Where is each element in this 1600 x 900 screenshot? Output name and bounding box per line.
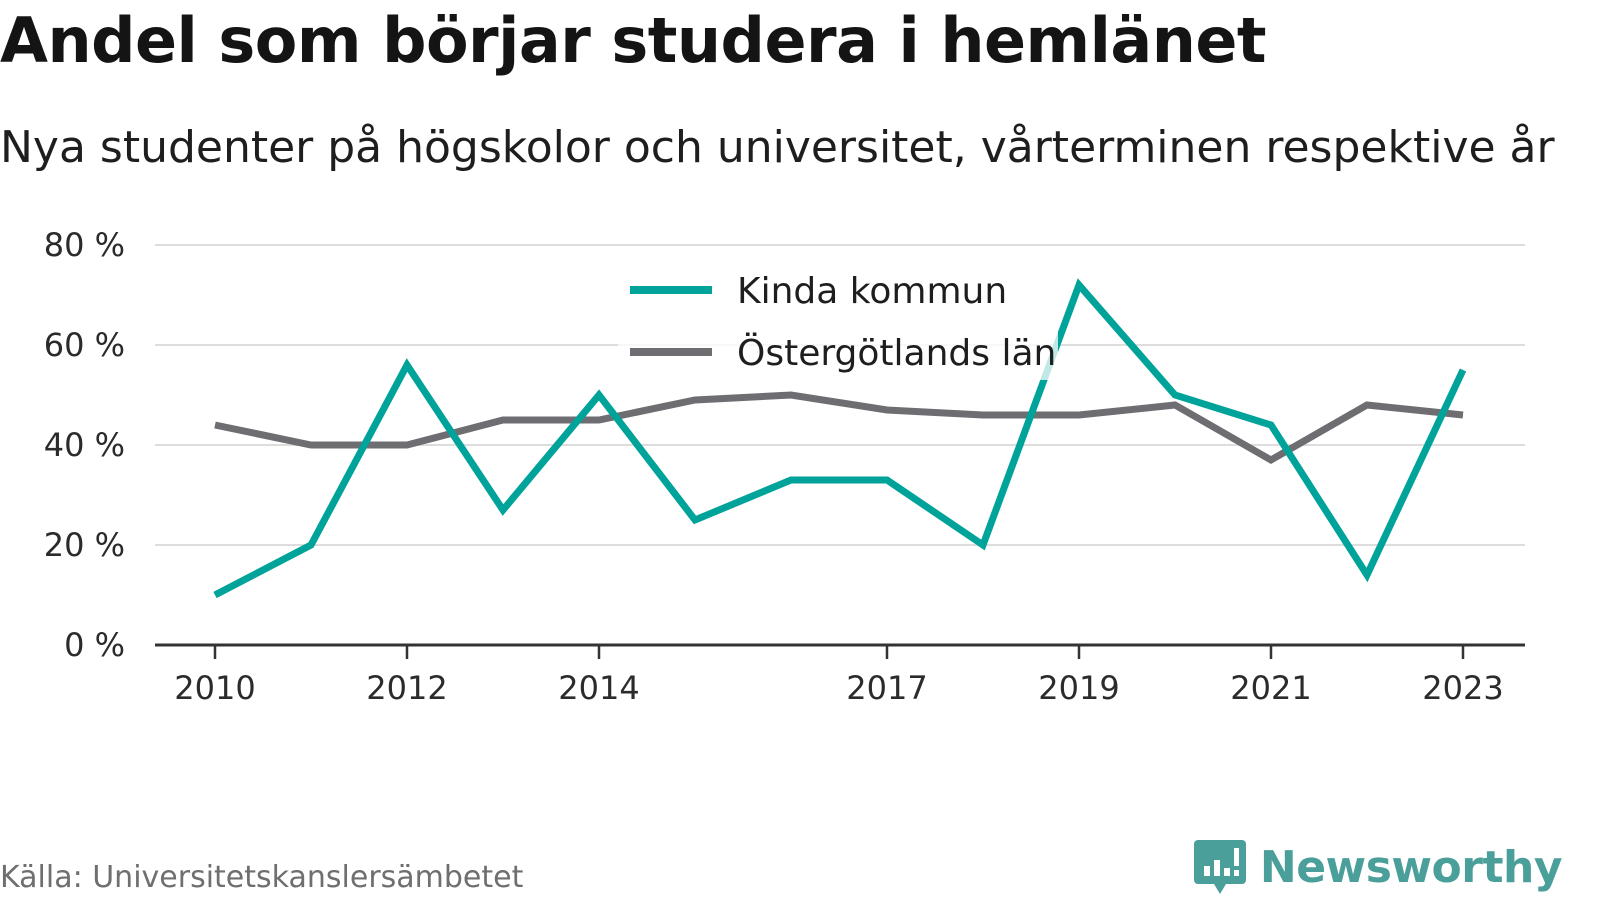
y-axis-ticks: 0 % 20 % 40 % 60 % 80 % (44, 226, 125, 664)
y-tick-label: 80 % (44, 226, 125, 264)
x-tick-label: 2017 (846, 669, 927, 707)
x-tick-label: 2010 (174, 669, 255, 707)
chart-subtitle: Nya studenter på högskolor och universit… (0, 122, 1555, 173)
y-tick-label: 20 % (44, 526, 125, 564)
legend-label: Östergötlands län (737, 332, 1056, 374)
legend: Kinda kommun Östergötlands län (618, 262, 1058, 380)
y-tick-label: 40 % (44, 426, 125, 464)
chart-title: Andel som börjar studera i hemlänet (0, 4, 1267, 77)
legend-background (618, 262, 1058, 380)
legend-label: Kinda kommun (737, 271, 1007, 312)
x-tick-label: 2014 (558, 669, 639, 707)
source-note: Källa: Universitetskanslersämbetet (0, 860, 524, 895)
newsworthy-logo-icon (1193, 840, 1246, 894)
x-tick-label: 2019 (1038, 669, 1119, 707)
x-tick-label: 2021 (1230, 669, 1311, 707)
y-tick-label: 60 % (44, 326, 125, 364)
x-axis-ticks: 2010 2012 2014 2017 2019 2021 2023 (155, 643, 1525, 707)
brand-name: Newsworthy (1259, 841, 1563, 893)
series-kinda-line (213, 278, 1467, 599)
brand-logo: Newsworthy (1193, 838, 1563, 896)
x-tick-label: 2023 (1422, 669, 1503, 707)
series-ostergotland-line (214, 391, 1464, 465)
x-tick-label: 2012 (366, 669, 447, 707)
series-lines (213, 278, 1467, 599)
y-tick-label: 0 % (64, 626, 125, 664)
